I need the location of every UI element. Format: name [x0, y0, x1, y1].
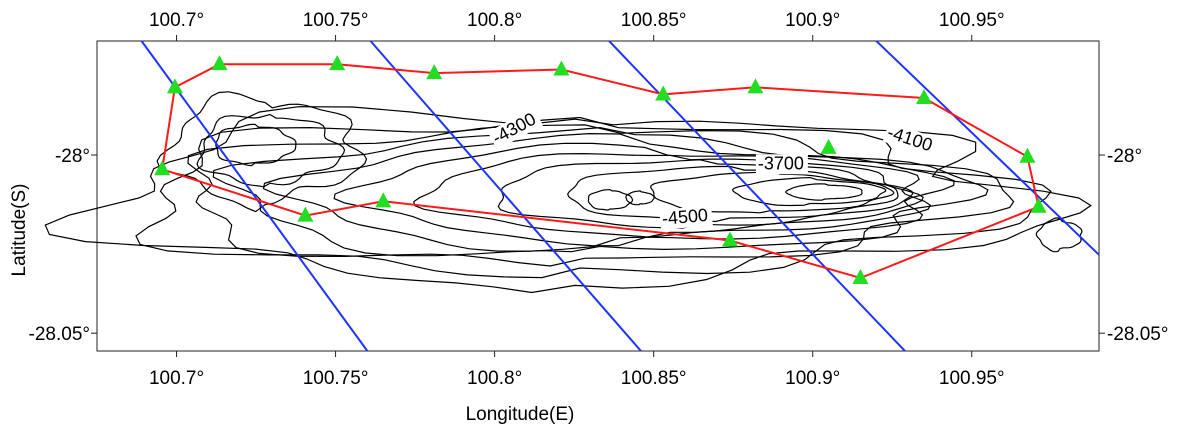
contour-line: [587, 188, 634, 211]
depth-contours: [44, 91, 1092, 294]
x-tick-label: 100.85°: [621, 368, 687, 389]
contour-line: [196, 113, 346, 188]
x-tick-labels-top: 100.7° 100.75° 100.8° 100.85° 100.9° 100.95°: [149, 10, 1005, 31]
survey-line: [369, 40, 642, 352]
station-marker-icon: [166, 78, 183, 94]
x-tick-label: 100.8°: [467, 368, 522, 389]
contour-line: [187, 124, 1015, 267]
contour-label-bg: [487, 107, 544, 150]
x-axis-title: Longitude(E): [466, 404, 575, 425]
contour-label: -4100: [885, 122, 935, 155]
stations: [154, 55, 1047, 284]
x-tick-label: 100.95°: [939, 10, 1005, 31]
x-tick-label: 100.75°: [303, 10, 369, 31]
x-tick-label: 100.95°: [939, 368, 1005, 389]
contour-label: -4500: [661, 205, 709, 229]
y-tick-label: -28.05°: [29, 324, 90, 345]
x-tick-label: 100.9°: [785, 368, 840, 389]
contour-line: [156, 91, 368, 213]
x-tick-label: 100.75°: [303, 368, 369, 389]
station-marker-icon: [211, 55, 228, 71]
contour-line: [650, 171, 895, 214]
station-marker-icon: [722, 231, 739, 247]
y-tick-label: -28°: [1107, 146, 1142, 167]
station-marker-icon: [655, 85, 672, 101]
x-tick-label: 100.7°: [149, 10, 204, 31]
boundary-line: [161, 63, 1040, 280]
x-tick-label: 100.8°: [467, 10, 522, 31]
contour-label-bg: [755, 154, 808, 175]
contour-line: [625, 190, 655, 206]
contour-line: [1035, 217, 1083, 253]
contour-line: [215, 123, 297, 167]
contour-line: [44, 106, 1092, 294]
station-marker-icon: [375, 192, 392, 208]
survey-boundary: [161, 63, 1040, 280]
contour-label-bg: [882, 122, 939, 158]
contour-line: [732, 176, 887, 207]
contour-line: [135, 116, 1052, 279]
station-marker-icon: [1030, 197, 1047, 213]
y-tick-labels-left: -28° -28.05°: [29, 146, 90, 345]
contour-label-bg: [659, 205, 713, 230]
contour-line: [785, 183, 863, 201]
station-marker-icon: [329, 55, 346, 71]
station-marker-icon: [852, 268, 869, 284]
x-tick-label: 100.7°: [149, 368, 204, 389]
survey-line: [875, 40, 1100, 256]
x-tick-labels-bottom: 100.7° 100.75° 100.8° 100.85° 100.9° 100.95°: [149, 368, 1005, 389]
station-marker-icon: [553, 60, 570, 76]
y-tick-label: -28°: [55, 146, 90, 167]
plot-frame: [96, 40, 1100, 352]
station-marker-icon: [916, 89, 933, 105]
axis-ticks: [91, 35, 1105, 357]
y-tick-label: -28.05°: [1107, 324, 1168, 345]
station-marker-icon: [1019, 147, 1036, 163]
station-marker-icon: [297, 206, 314, 222]
contour-label: -4300: [489, 109, 539, 148]
y-axis-title: Latitude(S): [9, 184, 30, 277]
contour-line: [567, 165, 899, 223]
station-marker-icon: [820, 138, 837, 154]
x-tick-label: 100.9°: [785, 10, 840, 31]
contour-label: -3700: [758, 153, 804, 173]
y-tick-labels-right: -28° -28.05°: [1107, 146, 1168, 345]
station-marker-icon: [426, 64, 443, 80]
station-marker-icon: [747, 78, 764, 94]
x-tick-label: 100.85°: [621, 10, 687, 31]
contour-line: [212, 126, 989, 257]
station-marker-icon: [154, 160, 171, 176]
